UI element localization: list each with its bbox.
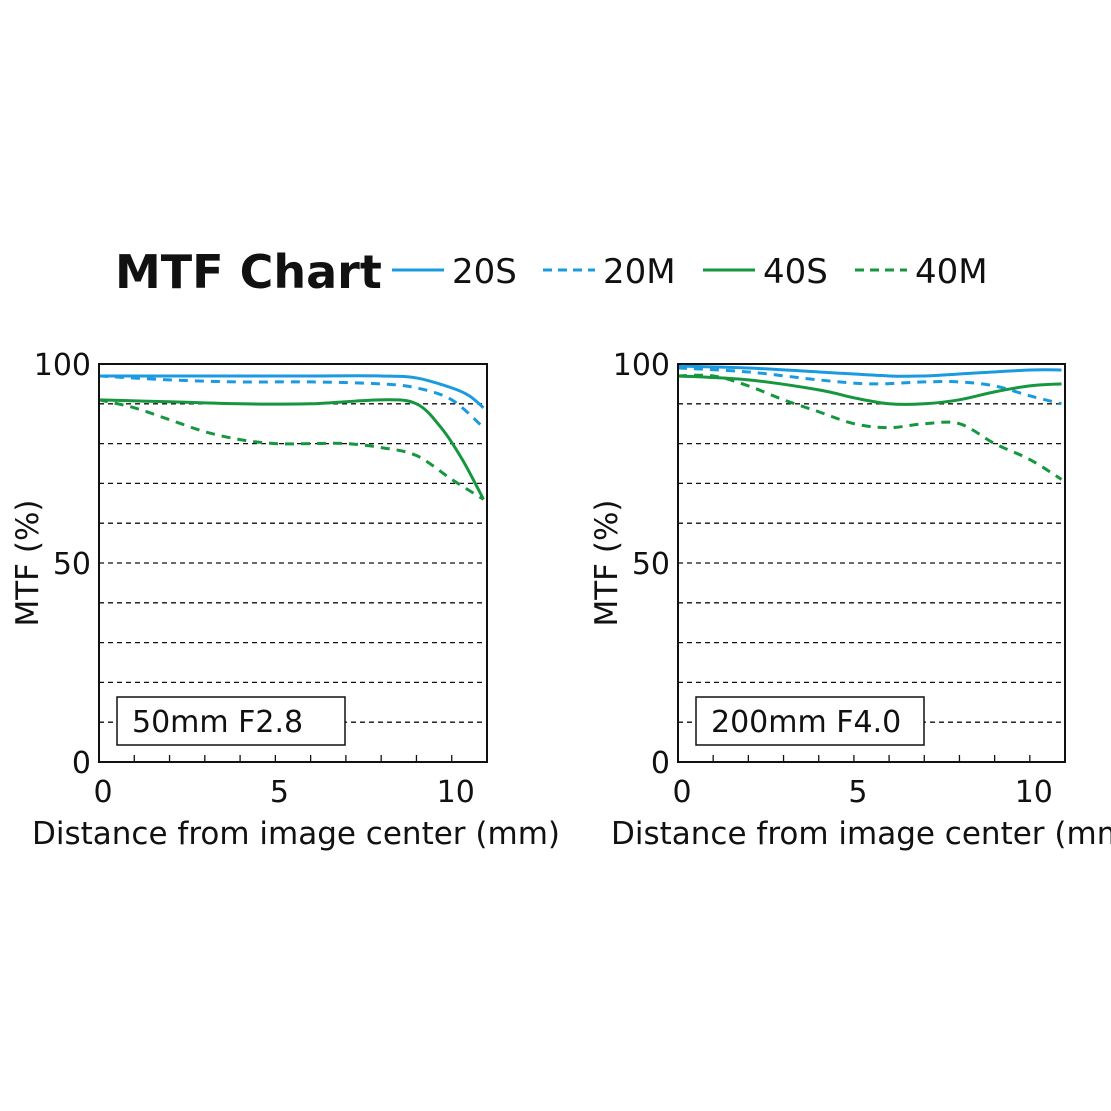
y-tick-label: 0 bbox=[72, 746, 91, 781]
series-line-20M bbox=[677, 366, 1062, 406]
chart-panel-1: 50mm F2.8 0 50 100 0 5 10 Distance from image c… bbox=[10, 348, 560, 852]
series-line-40M bbox=[98, 398, 485, 501]
legend-label-40S: 40S bbox=[763, 252, 828, 292]
y-tick-label: 50 bbox=[53, 547, 91, 582]
y-tick-label: 0 bbox=[651, 746, 670, 781]
lens-label-box bbox=[116, 696, 346, 746]
x-tick-label: 10 bbox=[437, 775, 475, 810]
x-axis-label: Distance from image center (mm) bbox=[611, 816, 1111, 852]
series-line-20S bbox=[98, 374, 485, 409]
x-tick-label: 0 bbox=[672, 775, 691, 810]
x-axis-label: Distance from image center (mm) bbox=[32, 816, 560, 852]
x-tick-label: 10 bbox=[1015, 775, 1053, 810]
y-tick-label: 50 bbox=[632, 547, 670, 582]
y-axis-label: MTF (%) bbox=[10, 499, 46, 626]
y-tick-label: 100 bbox=[613, 348, 670, 383]
plot-frame bbox=[677, 363, 1066, 763]
legend: 20S 20M 40S 40M bbox=[392, 252, 988, 292]
legend-label-20M: 20M bbox=[603, 252, 676, 292]
x-tick-label: 5 bbox=[270, 775, 289, 810]
x-tick-label: 5 bbox=[848, 775, 867, 810]
series-line-40S bbox=[98, 398, 485, 501]
lens-label-box bbox=[695, 696, 925, 746]
lens-label: 200mm F4.0 bbox=[711, 705, 901, 740]
series-line-40S bbox=[677, 374, 1062, 406]
series-line-20S bbox=[677, 364, 1062, 378]
x-tick-label: 0 bbox=[93, 775, 112, 810]
series-line-40M bbox=[677, 373, 1063, 481]
plot-frame bbox=[98, 363, 488, 763]
chart-panel-2: 200mm F4.0 0 50 100 0 5 10 Distance from image … bbox=[589, 348, 1111, 852]
legend-label-20S: 20S bbox=[452, 252, 517, 292]
lens-label: 50mm F2.8 bbox=[132, 705, 303, 740]
chart-title: MTF Chart bbox=[115, 245, 382, 299]
y-tick-label: 100 bbox=[34, 348, 91, 383]
y-axis-label: MTF (%) bbox=[589, 499, 625, 626]
legend-label-40M: 40M bbox=[915, 252, 988, 292]
